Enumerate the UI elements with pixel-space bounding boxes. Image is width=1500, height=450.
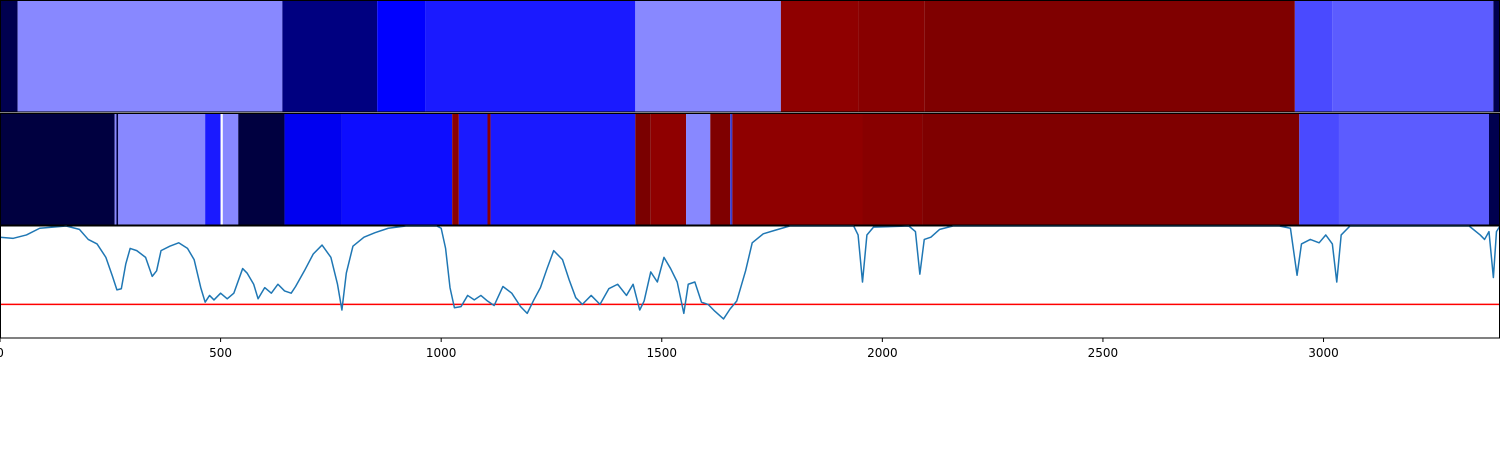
series-layer bbox=[0, 225, 1500, 320]
heatmap-top-cell-0 bbox=[0, 1, 18, 112]
heatmap-top-cell-2 bbox=[282, 1, 378, 112]
heatmap-top-cell-9 bbox=[1294, 1, 1333, 112]
heatmap-middle-cell-15 bbox=[635, 114, 651, 225]
heatmap-middle-panel bbox=[0, 113, 1500, 226]
heatmap-top-cell-3 bbox=[377, 1, 426, 112]
heatmap-middle-cell-8 bbox=[238, 114, 285, 225]
x-tick-label-500: 500 bbox=[209, 346, 232, 360]
heatmap-middle-cell-17 bbox=[686, 114, 711, 225]
heatmap-middle-cell-6 bbox=[220, 114, 223, 225]
heatmap-middle-cell-20 bbox=[732, 114, 863, 225]
heatmap-top-cell-10 bbox=[1332, 1, 1494, 112]
heatmap-top-cell-11 bbox=[1493, 1, 1500, 112]
heatmap-middle-cell-9 bbox=[284, 114, 342, 225]
heatmap-middle-cell-11 bbox=[452, 114, 459, 225]
heatmap-middle-cell-5 bbox=[205, 114, 221, 225]
heatmap-top-cell-4 bbox=[425, 1, 636, 112]
heatmap-middle-cell-3 bbox=[118, 114, 120, 225]
heatmap-middle-cell-12 bbox=[458, 114, 488, 225]
heatmap-middle-cell-4 bbox=[120, 114, 206, 225]
heatmap-top-cell-6 bbox=[780, 1, 859, 112]
heatmap-middle-cell-10 bbox=[341, 114, 453, 225]
heatmap-middle-cell-13 bbox=[487, 114, 491, 225]
heatmap-middle-cell-21 bbox=[862, 114, 923, 225]
series-line-0 bbox=[0, 225, 1500, 320]
heatmap-middle-cell-24 bbox=[1338, 114, 1489, 225]
heatmap-top-panel bbox=[0, 0, 1500, 113]
heatmap-middle-cell-2 bbox=[116, 114, 119, 225]
heatmap-middle-cell-19 bbox=[730, 114, 733, 225]
heatmap-top-cell-7 bbox=[858, 1, 925, 112]
x-tick-label-2000: 2000 bbox=[867, 346, 898, 360]
heatmap-middle-cell-16 bbox=[650, 114, 687, 225]
heatmap-middle-cell-22 bbox=[922, 114, 1300, 225]
heatmap-middle-cell-1 bbox=[114, 114, 117, 225]
x-tick-label-1000: 1000 bbox=[426, 346, 457, 360]
heatmap-middle-cell-23 bbox=[1299, 114, 1339, 225]
heatmap-top-cell-1 bbox=[17, 1, 283, 112]
x-tick-label-1500: 1500 bbox=[646, 346, 677, 360]
heatmap-middle-cell-7 bbox=[222, 114, 239, 225]
x-tick-label-2500: 2500 bbox=[1088, 346, 1119, 360]
heatmap-top-cell-8 bbox=[924, 1, 1295, 112]
heatmap-middle-cell-25 bbox=[1488, 114, 1500, 225]
heatmap-middle-cell-14 bbox=[490, 114, 636, 225]
heatmap-top-cell-5 bbox=[635, 1, 781, 112]
x-tick-label-0: 0 bbox=[0, 346, 4, 360]
x-axis: 0 500 1000 1500 2000 2500 3000 bbox=[0, 338, 1339, 360]
heatmap-middle-cell-18 bbox=[710, 114, 731, 225]
heatmap-middle-cell-0 bbox=[0, 114, 115, 225]
x-tick-label-3000: 3000 bbox=[1308, 346, 1339, 360]
